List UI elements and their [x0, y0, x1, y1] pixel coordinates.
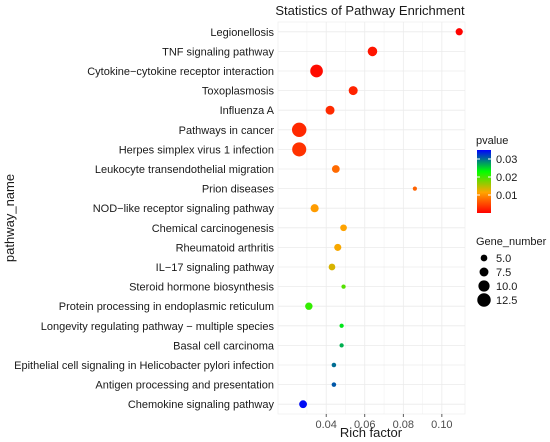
size-legend-label: 7.5: [496, 267, 511, 279]
category-label: Steroid hormone biosynthesis: [129, 282, 274, 294]
data-point: [339, 343, 344, 348]
data-point: [341, 284, 346, 289]
size-legend-label: 5.0: [496, 253, 511, 265]
category-label: Chemical carcinogenesis: [152, 223, 275, 235]
grid-lines: [278, 22, 465, 414]
x-tick-label: 0.06: [354, 419, 375, 431]
plot-panel: [277, 21, 466, 415]
category-label: Longevity regulating pathway − multiple …: [41, 321, 275, 333]
data-point: [310, 204, 319, 213]
x-tick-label: 0.10: [431, 419, 452, 431]
data-point: [305, 302, 313, 310]
size-legend-symbol: [477, 293, 491, 307]
data-points: [291, 28, 463, 409]
category-label: Basal cell carcinoma: [173, 340, 275, 352]
data-point: [340, 224, 347, 232]
pvalue-legend: pvalue 0.01 0.02 0.03: [476, 135, 517, 213]
x-tick-label: 0.04: [315, 419, 336, 431]
category-label: Chemokine signaling pathway: [128, 399, 275, 411]
category-label: Cytokine−cytokine receptor interaction: [87, 66, 274, 78]
data-point: [292, 142, 307, 157]
pvalue-legend-title: pvalue: [476, 135, 508, 147]
category-label: Prion diseases: [202, 184, 275, 196]
x-axis-ticks: 0.04 0.06 0.08 0.10: [315, 414, 453, 431]
category-label: Epithelial cell signaling in Helicobacte…: [14, 360, 274, 372]
data-point: [291, 122, 307, 138]
category-label: TNF signaling pathway: [162, 46, 274, 58]
category-label: Toxoplasmosis: [202, 86, 275, 98]
size-legend-symbol: [479, 267, 489, 277]
category-label: Legionellosis: [210, 27, 274, 39]
data-point: [334, 243, 342, 251]
colorbar-tick-label: 0.03: [496, 154, 517, 166]
size-legend-label: 10.0: [496, 281, 517, 293]
size-legend-symbol: [480, 254, 488, 262]
data-point: [310, 64, 323, 78]
gene-number-legend-items: 5.0 7.5 10.0 12.5: [477, 253, 517, 307]
data-point: [328, 263, 336, 271]
data-point: [331, 382, 337, 387]
y-axis-title: pathway_name: [2, 174, 17, 262]
gene-number-legend: Gene_number 5.0 7.5 10.0 12.5: [476, 236, 547, 307]
pvalue-colorbar-ticks: 0.01 0.02 0.03: [477, 154, 517, 202]
size-legend-label: 12.5: [496, 295, 517, 307]
data-point: [339, 323, 344, 328]
data-point: [412, 186, 417, 191]
chart-title: Statistics of Pathway Enrichment: [275, 3, 465, 18]
x-tick-label: 0.08: [393, 419, 414, 431]
category-label: Influenza A: [220, 105, 275, 117]
category-label: IL−17 signaling pathway: [156, 262, 275, 274]
size-legend-symbol: [478, 280, 490, 292]
category-label: Rheumatoid arthritis: [176, 242, 275, 254]
category-label: Leukocyte transendothelial migration: [95, 164, 274, 176]
category-label: Herpes simplex virus 1 infection: [119, 144, 274, 156]
data-point: [348, 86, 358, 96]
category-label: Antigen processing and presentation: [95, 380, 274, 392]
gene-number-legend-title: Gene_number: [476, 236, 547, 248]
data-point: [299, 400, 307, 409]
data-point: [331, 362, 337, 368]
colorbar-tick-label: 0.02: [496, 172, 517, 184]
data-point: [455, 28, 463, 36]
category-label: Protein processing in endoplasmic reticu…: [59, 301, 274, 313]
x-axis-title: Rich factor: [340, 425, 403, 440]
colorbar-tick-label: 0.01: [496, 190, 517, 202]
data-point: [367, 46, 378, 57]
data-point: [331, 165, 340, 173]
data-point: [325, 105, 335, 115]
category-label: NOD−like receptor signaling pathway: [93, 203, 275, 215]
pvalue-colorbar: [477, 150, 491, 213]
category-label: Pathways in cancer: [179, 125, 275, 137]
category-labels: Legionellosis TNF signaling pathway Cytoki…: [14, 27, 275, 411]
